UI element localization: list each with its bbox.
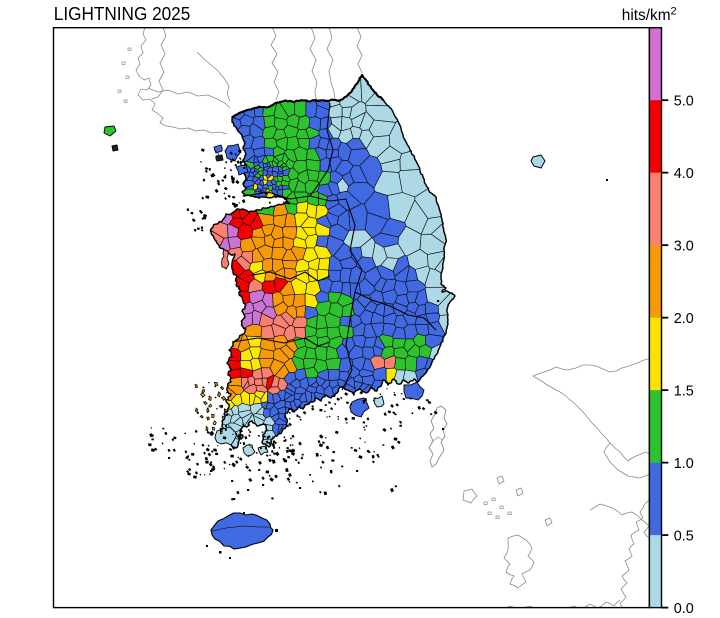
svg-text:hits/km2: hits/km2 (622, 6, 677, 25)
svg-text:LIGHTNING 2025: LIGHTNING 2025 (54, 3, 191, 24)
svg-text:4.0: 4.0 (674, 165, 694, 182)
svg-text:2.0: 2.0 (674, 310, 694, 327)
svg-text:0.5: 0.5 (674, 527, 694, 544)
svg-text:1.0: 1.0 (674, 455, 694, 472)
svg-text:3.0: 3.0 (674, 237, 694, 254)
svg-text:5.0: 5.0 (674, 92, 694, 109)
svg-text:0.0: 0.0 (674, 600, 694, 617)
svg-text:1.5: 1.5 (674, 382, 694, 399)
